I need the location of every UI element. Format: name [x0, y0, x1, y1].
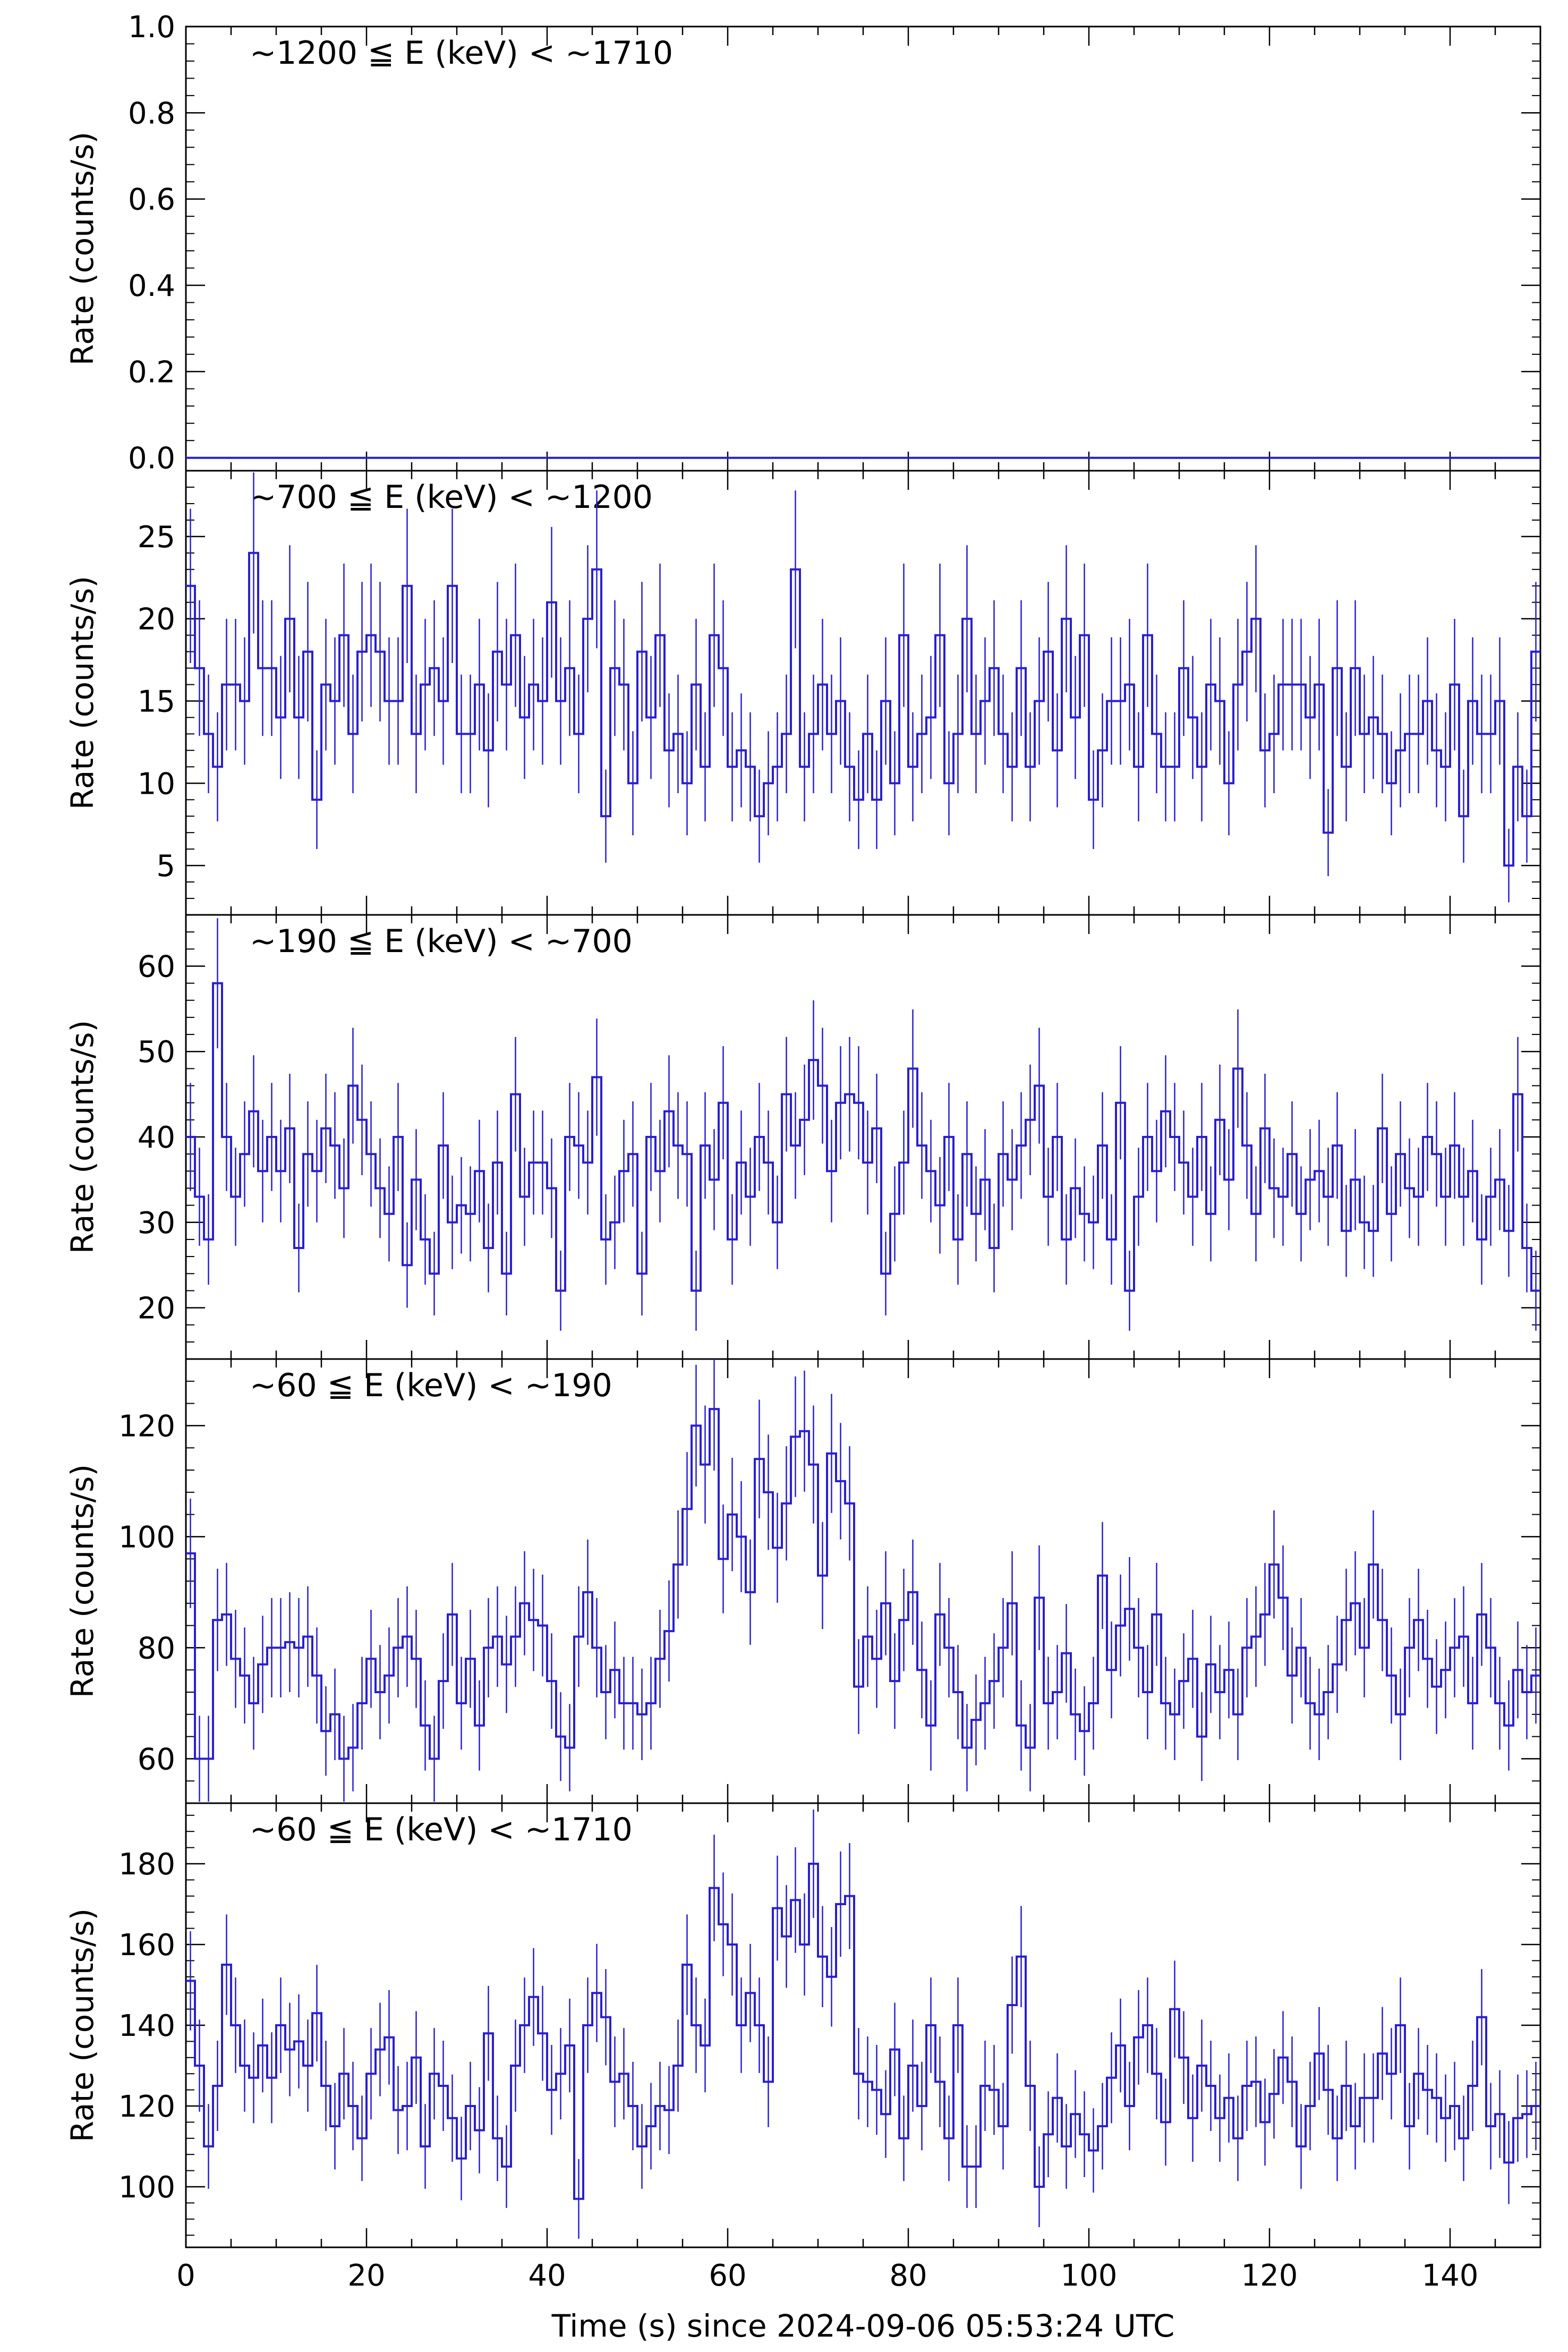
- y-axis-label: Rate (counts/s): [64, 132, 100, 366]
- series-3: [186, 918, 1540, 1331]
- y-tick-label: 40: [138, 1120, 175, 1155]
- y-axis-label: Rate (counts/s): [64, 1464, 100, 1698]
- y-tick-label: 100: [118, 1520, 175, 1555]
- axes-frame: [185, 1358, 1541, 1804]
- y-tick-label: 60: [138, 949, 175, 984]
- series-5: [186, 1810, 1540, 2239]
- y-tick-label: 120: [118, 2090, 175, 2124]
- panel-title: ~60 ≦ E (keV) < ~190: [250, 1367, 612, 1404]
- x-tick-label: 140: [1422, 2258, 1479, 2293]
- panels-group: 0.0 0.2 0.4 0.6 0.8 1.0 Rate (counts/s) ~1200 ≦…: [64, 10, 1541, 2248]
- x-tick-label: 100: [1061, 2258, 1118, 2293]
- panel-title: ~700 ≦ E (keV) < ~1200: [250, 479, 653, 516]
- y-tick-label: 180: [118, 1847, 175, 1882]
- series-4: [186, 1359, 1540, 1802]
- y-tick-label: 140: [118, 2009, 175, 2043]
- y-tick-label: 0.2: [128, 355, 175, 389]
- x-tick-label: 20: [347, 2258, 385, 2293]
- series-line: [186, 1408, 1540, 1760]
- y-tick-label: 0.4: [128, 269, 175, 303]
- y-tick-label: 100: [118, 2170, 175, 2205]
- y-tick-label: 160: [118, 1928, 175, 1963]
- y-tick-label: 120: [118, 1409, 175, 1444]
- y-tick-label: 0.6: [128, 183, 175, 217]
- y-tick-label: 0.8: [128, 96, 175, 131]
- y-tick-label: 60: [138, 1742, 175, 1777]
- panel-2: 5 10 15 20 25 Rate (counts/s) ~700 ≦ E (keV) <…: [64, 470, 1541, 916]
- panel-3: 20 30 40 50 60 Rate (counts/s) ~190 ≦ E (keV) …: [64, 914, 1541, 1360]
- panel-4: 60 80 100 120 Rate (counts/s) ~60 ≦ E (keV) <…: [64, 1358, 1541, 1804]
- y-axis-label: Rate (counts/s): [64, 1020, 100, 1254]
- y-tick-label: 30: [138, 1206, 175, 1241]
- axes-frame: [185, 26, 1541, 472]
- x-axis-label: Time (s) since 2024-09-06 05:53:24 UTC: [551, 2308, 1175, 2344]
- x-tick-label: 60: [709, 2258, 746, 2293]
- y-axis-label: Rate (counts/s): [64, 1908, 100, 2142]
- y-tick-label: 80: [138, 1631, 175, 1666]
- panel-1: 0.0 0.2 0.4 0.6 0.8 1.0 Rate (counts/s) ~1200 ≦…: [64, 10, 1541, 476]
- series-2: [186, 472, 1540, 903]
- x-axis-tick-labels: 0 20 40 60 80 100 120 140: [176, 2258, 1478, 2293]
- y-tick-label: 5: [156, 849, 175, 884]
- y-tick-label: 20: [138, 1292, 175, 1326]
- panel-5: 100 120 140 160 180 Rate (counts/s) ~60 ≦ E (k…: [64, 1802, 1541, 2248]
- panel-title: ~60 ≦ E (keV) < ~1710: [250, 1811, 633, 1848]
- x-tick-label: 120: [1241, 2258, 1298, 2293]
- x-tick-label: 80: [889, 2258, 927, 2293]
- series-line: [186, 982, 1540, 1292]
- panel-title: ~190 ≦ E (keV) < ~700: [250, 923, 633, 960]
- y-tick-label: 20: [138, 602, 175, 637]
- y-tick-label: 15: [138, 684, 175, 719]
- y-tick-label: 50: [138, 1035, 175, 1069]
- x-tick-label: 0: [176, 2258, 195, 2293]
- y-tick-label: 10: [138, 767, 175, 801]
- y-tick-label: 1.0: [128, 10, 175, 45]
- y-tick-label: 0.0: [128, 441, 175, 476]
- y-tick-label: 25: [138, 520, 175, 555]
- panel-title: ~1200 ≦ E (keV) < ~1710: [250, 35, 673, 72]
- y-axis-label: Rate (counts/s): [64, 576, 100, 810]
- x-tick-label: 40: [528, 2258, 566, 2293]
